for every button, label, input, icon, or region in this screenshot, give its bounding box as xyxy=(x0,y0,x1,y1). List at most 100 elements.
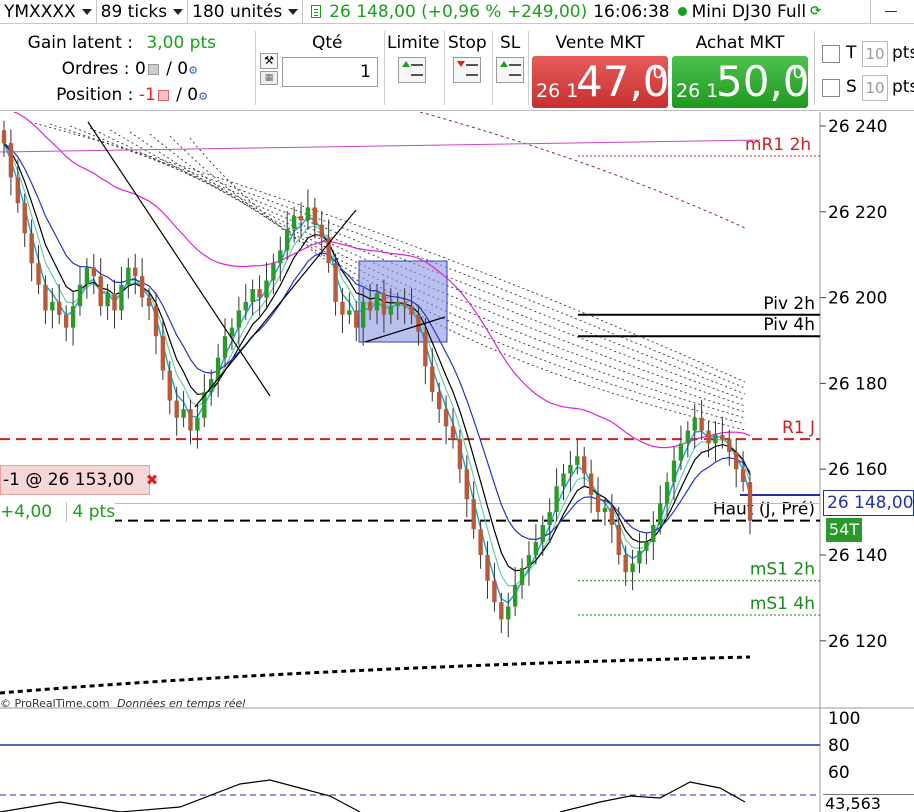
candle-body xyxy=(747,482,753,521)
candle-body xyxy=(340,301,345,315)
position-tag-text: -1 @ 26 153,00 xyxy=(3,470,135,490)
candle-body xyxy=(84,267,90,285)
order-lines-icon xyxy=(509,64,521,76)
candle-body xyxy=(402,301,407,307)
candle-body xyxy=(478,529,483,555)
trend-line[interactable] xyxy=(364,316,446,343)
pnl-tag: +4,00 4 pts xyxy=(0,500,116,526)
fan-line-red xyxy=(419,112,746,229)
sell-market-button[interactable]: 26 1 47,0 0 xyxy=(532,56,670,108)
ma-fast2-line xyxy=(3,142,751,587)
buy-price-sup: 0 xyxy=(792,62,804,83)
instrument-name: Mini DJ30 Full xyxy=(691,1,807,22)
price-chart[interactable]: 26 240 26 220 26 200 26 180 26 160 26 140 26 1… xyxy=(0,112,914,812)
moving-averages xyxy=(0,112,761,604)
order-lines-icon xyxy=(411,64,423,76)
candle-body xyxy=(609,507,615,525)
close-position-icon[interactable] xyxy=(157,90,169,101)
stoploss-order-button[interactable] xyxy=(496,57,524,83)
gears-icon[interactable]: ⚙ xyxy=(188,64,198,77)
minimize-button[interactable] xyxy=(870,0,910,23)
trend-line[interactable] xyxy=(194,209,357,408)
candlesticks xyxy=(1,120,753,638)
candle-body xyxy=(174,400,179,418)
trend-lines[interactable] xyxy=(87,121,446,408)
candle-body xyxy=(658,503,663,525)
cancel-orders-icon[interactable] xyxy=(147,64,159,75)
candle-body xyxy=(733,452,739,470)
candle-body xyxy=(568,464,573,474)
candle-body xyxy=(160,336,166,371)
tick-counter-badge: 54T xyxy=(826,518,862,542)
stop-order-button[interactable] xyxy=(453,57,481,83)
osc-tick-label: 100 xyxy=(828,709,860,729)
y-tick-label: 26 140 xyxy=(828,546,887,566)
candle-body xyxy=(533,542,539,555)
candle-body xyxy=(271,263,276,281)
candle-body xyxy=(126,267,131,285)
arrow-down-icon xyxy=(457,61,465,67)
unrealized-label: Gain latent : xyxy=(27,33,134,53)
candle-body xyxy=(215,357,221,380)
units-selector[interactable]: 180 unités xyxy=(188,0,304,23)
target-points-input[interactable]: 10 xyxy=(862,41,888,67)
target-label: T xyxy=(846,43,857,63)
candle-body xyxy=(644,542,649,551)
fan-line xyxy=(69,125,746,395)
current-price-tag: 26 148,00 xyxy=(823,490,914,516)
gears-icon[interactable]: ⚙ xyxy=(198,90,208,103)
clock-time: 16:06:38 xyxy=(593,1,670,22)
candle-body xyxy=(195,417,200,431)
stop-label: Stop xyxy=(448,33,487,53)
stop-checkbox[interactable] xyxy=(822,79,840,97)
candle-body xyxy=(450,426,456,440)
candle-body xyxy=(526,555,532,568)
sell-title: Vente MKT xyxy=(555,33,645,53)
stop-points-input[interactable]: 10 xyxy=(862,75,888,101)
zone-rectangle[interactable] xyxy=(358,260,448,343)
candle-body xyxy=(29,233,34,264)
candle-body xyxy=(499,602,504,620)
candle-body xyxy=(57,301,62,315)
divider xyxy=(444,31,445,105)
wrench-icon[interactable]: ⚒ xyxy=(260,53,278,69)
candle-body xyxy=(305,207,311,221)
close-icon[interactable]: ✖ xyxy=(145,471,159,489)
position-tag[interactable]: -1 @ 26 153,00 ✖ xyxy=(0,465,158,495)
candle-body xyxy=(264,280,269,298)
keyboard-icon[interactable]: ▦ xyxy=(260,71,278,85)
candle-body xyxy=(15,177,21,204)
candle-body xyxy=(347,310,352,315)
candle-body xyxy=(388,306,394,315)
price-level-label: Piv 4h xyxy=(763,315,815,335)
instrument-selector[interactable]: YMXXXX xyxy=(0,0,97,23)
oscillator-panel: 100 80 60 xyxy=(0,709,860,812)
osc-tick-label: 60 xyxy=(828,763,850,783)
ticks-selector[interactable]: 89 ticks xyxy=(97,0,189,23)
candle-body xyxy=(616,524,621,555)
credit-text: ProRealTime.com xyxy=(14,697,110,710)
limit-order-button[interactable] xyxy=(398,57,426,83)
candle-body xyxy=(360,301,366,328)
buy-market-button[interactable]: 26 1 50,0 0 xyxy=(672,56,810,108)
fan-line xyxy=(89,127,746,401)
candle-body xyxy=(519,567,525,586)
sell-price-big: 47,0 xyxy=(576,57,670,106)
trend-line[interactable] xyxy=(87,121,271,397)
candle-body xyxy=(706,430,711,444)
document-icon[interactable] xyxy=(311,5,322,18)
buy-title: Achat MKT xyxy=(695,33,785,53)
refresh-icon[interactable]: ⟳ xyxy=(810,4,821,19)
stop-label-s: S xyxy=(846,77,857,97)
quantity-input[interactable]: 1 xyxy=(282,57,378,87)
fan-line xyxy=(49,123,746,389)
candle-body xyxy=(285,228,290,251)
position-info: Position : -1 / 0⚙ xyxy=(0,85,208,105)
orders-info: Ordres : 0 / 0⚙ xyxy=(0,59,198,79)
candle-body xyxy=(229,327,235,337)
candle-body xyxy=(139,276,145,298)
target-checkbox[interactable] xyxy=(822,45,840,63)
copyright-icon: © xyxy=(0,697,11,710)
candle-body xyxy=(298,216,304,221)
